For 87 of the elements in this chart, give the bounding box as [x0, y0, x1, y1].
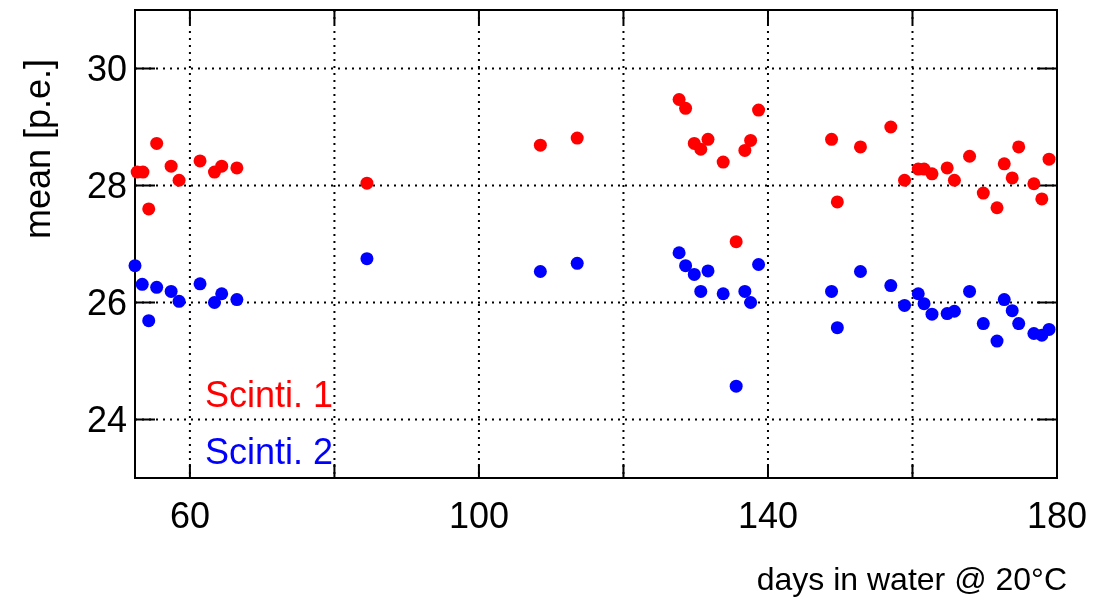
point: [207, 296, 221, 309]
point: [142, 202, 156, 216]
point: [997, 157, 1011, 171]
point: [1012, 140, 1026, 154]
point: [947, 304, 961, 318]
point: [853, 265, 867, 278]
point: [570, 256, 584, 270]
point: [925, 307, 939, 321]
point: [533, 138, 547, 152]
point: [230, 293, 244, 307]
point: [694, 284, 708, 298]
point: [947, 173, 961, 187]
point: [752, 257, 766, 271]
point: [830, 195, 844, 209]
point: [360, 176, 374, 190]
point: [230, 161, 244, 175]
point: [679, 101, 693, 115]
point: [911, 287, 925, 301]
point: [701, 264, 715, 278]
point: [738, 143, 752, 157]
y-tick-label: 24: [86, 399, 127, 441]
point: [990, 334, 1004, 348]
point: [172, 294, 186, 308]
x-tick-label: 140: [737, 495, 799, 536]
point: [570, 131, 584, 145]
point: [215, 287, 229, 301]
point: [694, 142, 708, 156]
point: [193, 277, 207, 291]
point: [738, 284, 752, 298]
point: [917, 297, 931, 311]
x-tick-label: 60: [169, 495, 210, 536]
point: [825, 132, 839, 146]
point: [1027, 177, 1041, 191]
y-tick-label: 28: [86, 165, 127, 207]
point: [1005, 171, 1019, 185]
point: [215, 159, 229, 173]
point: [976, 186, 990, 200]
point: [164, 159, 178, 173]
point: [150, 136, 164, 150]
x-tick-label: 180: [1026, 495, 1088, 536]
y-tick-label: 30: [86, 48, 127, 90]
point: [744, 133, 758, 147]
point: [744, 296, 758, 309]
text: Scinti. 1: [205, 373, 334, 415]
point: [997, 293, 1011, 307]
point: [679, 259, 693, 273]
point: [150, 280, 164, 294]
point: [898, 173, 912, 187]
point: [1042, 152, 1056, 166]
point: [1042, 322, 1056, 336]
x-tick-label: 100: [448, 495, 509, 536]
point: [164, 284, 178, 298]
point: [128, 259, 142, 273]
x-axis-title: days in water @ 20°C: [756, 561, 1067, 597]
point: [1005, 304, 1019, 318]
point: [672, 93, 686, 107]
y-axis-title: mean [p.e.]: [17, 58, 58, 240]
point: [884, 120, 898, 134]
point: [135, 277, 149, 291]
point: [963, 149, 977, 163]
point: [701, 132, 715, 146]
point: [672, 246, 686, 260]
point: [1012, 317, 1026, 331]
point: [729, 379, 743, 393]
point: [853, 140, 867, 154]
point: [716, 155, 730, 169]
point: [898, 298, 912, 312]
point: [172, 173, 186, 187]
point: [193, 154, 207, 168]
point: [884, 279, 898, 293]
point: [533, 265, 547, 278]
point: [976, 317, 990, 331]
point: [1035, 192, 1049, 206]
point: [360, 252, 374, 266]
point: [825, 284, 839, 298]
point: [830, 321, 844, 335]
point: [687, 267, 701, 281]
point: [729, 235, 743, 249]
point: [990, 201, 1004, 215]
point: [142, 314, 156, 328]
point: [752, 103, 766, 117]
point: [963, 284, 977, 298]
point: [925, 167, 939, 181]
point: [940, 161, 954, 175]
text: Scinti. 2: [205, 430, 334, 472]
point: [716, 287, 730, 301]
y-tick-label: 26: [86, 282, 127, 324]
